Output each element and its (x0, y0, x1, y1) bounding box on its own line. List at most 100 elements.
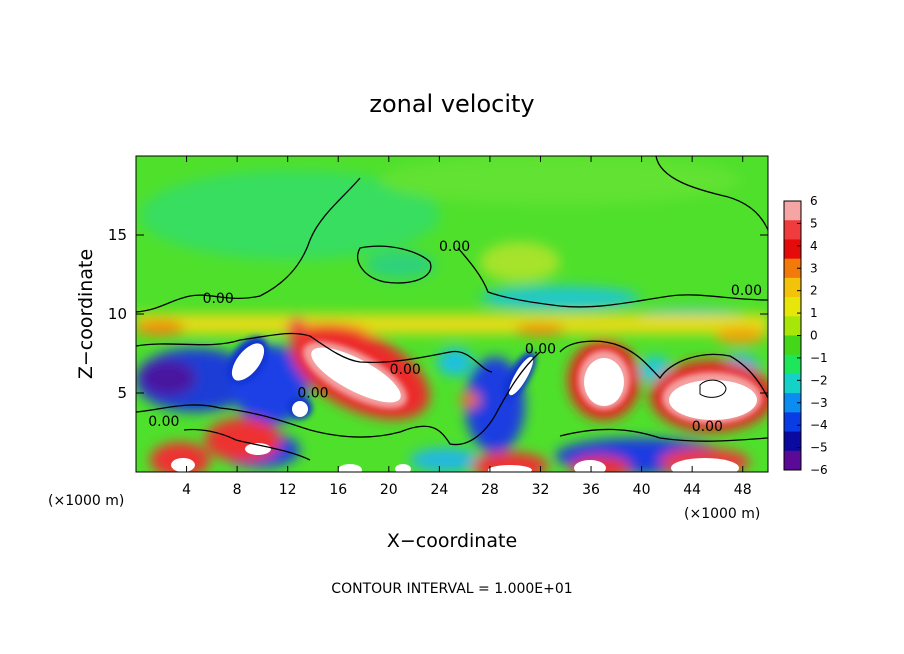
x-tick-label: 48 (734, 482, 752, 498)
field-blob (437, 348, 473, 376)
colorbar-segment (784, 201, 801, 221)
contour-labels: 0.00 0.00 0.00 0.00 0.00 0.00 0.00 0.00 (148, 239, 762, 435)
colorbar-tick-label: 4 (810, 239, 818, 253)
contour-line (699, 379, 727, 398)
white-core (488, 465, 532, 472)
field-blob (287, 318, 307, 342)
white-cores (171, 343, 757, 472)
contour-label: 0.00 (203, 291, 234, 307)
x-tick-label: 20 (380, 482, 398, 498)
field-blob (136, 320, 185, 336)
x-tick-label: 44 (683, 482, 701, 498)
colorbar-segment (784, 393, 801, 413)
colorbar-tick-label: 3 (810, 261, 818, 275)
colorbar-tick-label: −6 (810, 463, 828, 477)
y-axis-label: Z−coordinate (75, 249, 97, 379)
colorbar-segment (784, 450, 801, 471)
contour-label: 0.00 (692, 419, 723, 435)
contour-line (136, 177, 361, 313)
colorbar-segment (784, 277, 801, 298)
white-core (574, 460, 606, 472)
colorbar-tick-label: 0 (810, 329, 818, 343)
white-core (311, 347, 401, 403)
field-blob (715, 328, 765, 344)
contour-label: 0.00 (297, 386, 328, 402)
contour-label: 0.00 (525, 342, 556, 358)
colorbar-tick-label: −1 (810, 351, 828, 365)
colorbar-segment (784, 373, 801, 394)
field-blob (472, 452, 548, 472)
white-core (231, 343, 265, 381)
colorbar-segment (784, 335, 801, 356)
field-blob (410, 448, 480, 472)
white-core (669, 380, 757, 420)
contour-label: 0.00 (439, 239, 470, 255)
x-tick-label: 24 (430, 482, 448, 498)
contour-line (136, 332, 493, 373)
x-tick-label: 40 (633, 482, 651, 498)
x-tick-label: 12 (279, 482, 297, 498)
field-blob (365, 251, 435, 279)
contour-label: 0.00 (731, 283, 762, 299)
colorbar-tick-label: −5 (810, 441, 828, 455)
x-unit-left: (×1000 m) (48, 493, 124, 509)
white-core (584, 358, 624, 406)
colorbar-tick-label: 6 (810, 194, 818, 208)
colorbar-tick-label: −2 (810, 373, 828, 387)
chart-title: zonal velocity (369, 90, 534, 118)
x-tick-label: 32 (532, 482, 550, 498)
white-core (508, 356, 534, 396)
x-axis: 4 8 12 16 20 24 28 32 36 40 44 48 (182, 156, 752, 498)
y-tick-label: 10 (108, 305, 127, 323)
colorbar-segment (784, 412, 801, 433)
field-blob (205, 418, 281, 462)
contour-line (559, 340, 768, 399)
white-core (338, 464, 362, 472)
colorbar-tick-label: 5 (810, 216, 818, 230)
field-blob (480, 286, 640, 310)
contour-interval-note: CONTOUR INTERVAL = 1.000E+01 (331, 581, 572, 597)
colorbar-segment (784, 239, 801, 260)
colorbar-segment (784, 431, 801, 452)
contour-label: 0.00 (148, 414, 179, 430)
plot-area: 0.00 0.00 0.00 0.00 0.00 0.00 0.00 0.00 (136, 156, 768, 472)
colorbar-segment (784, 220, 801, 240)
x-tick-label: 28 (481, 482, 499, 498)
contour-line (183, 428, 311, 461)
contour-line (655, 156, 768, 231)
white-core (171, 458, 195, 472)
field-blob (140, 360, 196, 396)
field-blob (460, 392, 480, 408)
y-tick-label: 5 (117, 384, 127, 402)
x-tick-label: 36 (582, 482, 600, 498)
contour-line (559, 428, 768, 442)
x-axis-label: X−coordinate (387, 530, 517, 552)
field-blob (480, 242, 560, 282)
white-core (671, 458, 739, 472)
colorbar-segment (784, 354, 801, 375)
contour-line (357, 245, 432, 284)
colorbar-tick-label: 1 (810, 306, 818, 320)
colorbar-segment (784, 258, 801, 279)
x-unit-right: (×1000 m) (684, 506, 760, 522)
field-blob (150, 442, 210, 472)
colorbar-tick-label: −4 (810, 418, 828, 432)
y-axis: 5 10 15 (108, 226, 768, 402)
contour-line (457, 247, 768, 308)
contour-lines (136, 156, 768, 461)
x-tick-label: 16 (329, 482, 347, 498)
white-core (395, 464, 411, 472)
colorbar: 6 5 4 3 2 1 0 −1 −2 −3 −4 −5 −6 (783, 194, 828, 477)
colorbar-tick-label: 2 (810, 284, 818, 298)
colorbar-segment (784, 316, 801, 336)
colorbar-tick-label: −3 (810, 396, 828, 410)
contour-label: 0.00 (390, 362, 421, 378)
field-band (136, 314, 768, 334)
colorbar-segment (784, 297, 801, 317)
x-tick-label: 4 (182, 482, 191, 498)
contour-line (136, 351, 541, 446)
field-blob (380, 156, 740, 205)
field-blob (515, 324, 565, 336)
field-blob (140, 170, 440, 260)
